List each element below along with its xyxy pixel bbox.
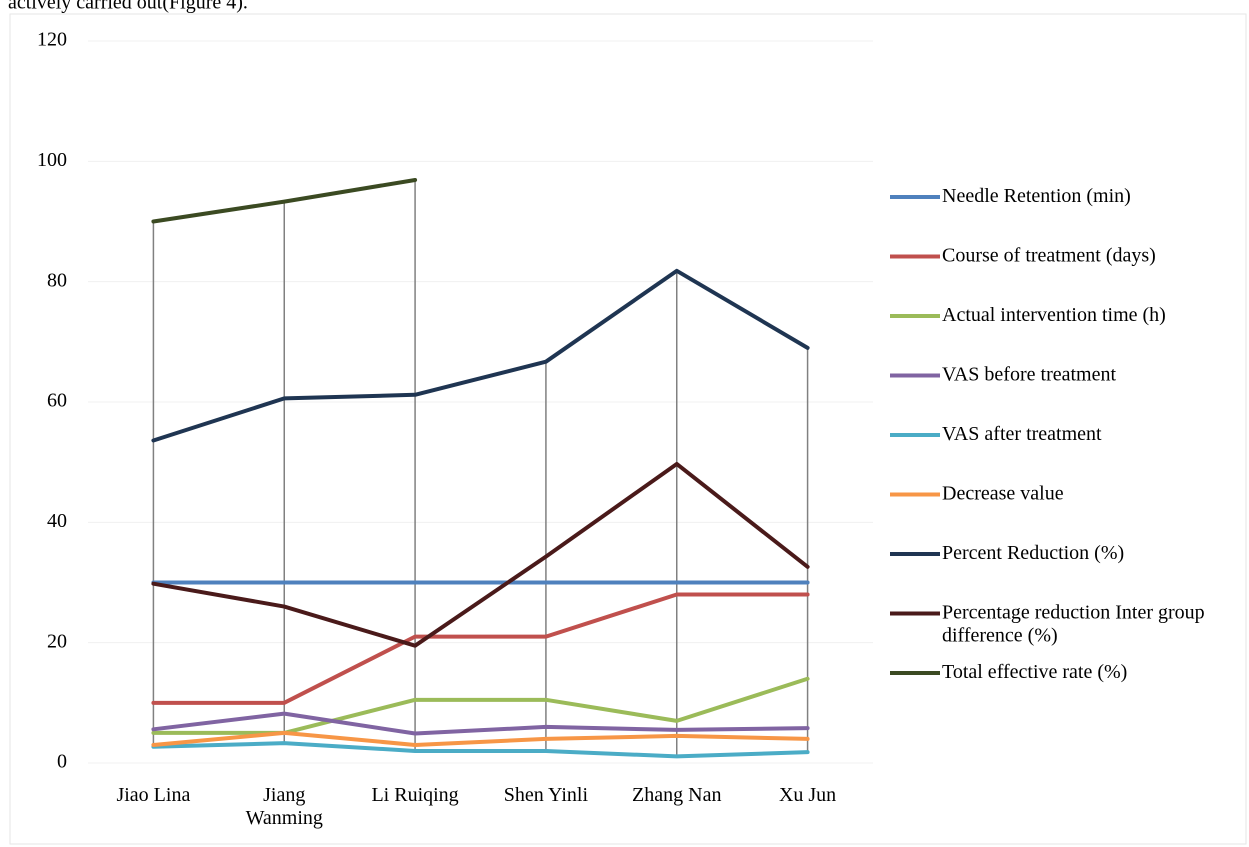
legend-label: Course of treatment (days) [942, 244, 1156, 266]
legend-label: Percentage reduction Inter group differen… [942, 601, 1205, 646]
x-tick-label: Zhang Nan [632, 784, 721, 806]
legend-label: Percent Reduction (%) [942, 542, 1124, 564]
legend-label: VAS after treatment [942, 423, 1102, 445]
y-tick-label: 0 [57, 751, 67, 773]
legend-label: Total effective rate (%) [942, 661, 1127, 683]
legend-label: Needle Retention (min) [942, 185, 1131, 207]
legend-label: Actual intervention time (h) [942, 304, 1166, 326]
series-line [151, 676, 810, 735]
y-tick-label: 100 [37, 149, 67, 171]
series-line [151, 730, 810, 747]
y-tick-label: 80 [47, 269, 67, 291]
x-tick-label: Shen Yinli [504, 784, 589, 806]
legend-label: Decrease value [942, 482, 1064, 504]
y-tick-label: 120 [37, 29, 67, 51]
y-tick-label: 40 [47, 510, 67, 532]
y-tick-label: 60 [47, 390, 67, 412]
series-line [151, 741, 810, 759]
chart-border [9, 13, 1247, 845]
series-line [151, 461, 810, 648]
legend-label: VAS before treatment [942, 363, 1116, 385]
series-line [151, 268, 810, 443]
x-tick-label: Jiao Lina [116, 784, 190, 806]
y-tick-label: 20 [47, 630, 67, 652]
series-line [151, 711, 810, 736]
x-tick-label: Li Ruiqing [371, 784, 458, 806]
annotation: actively carried out(Figure 4). [8, 0, 248, 14]
series-line [151, 177, 418, 224]
series-line [151, 592, 810, 705]
x-tick-label: Xu Jun [779, 784, 836, 806]
x-tick-label: Jiang Wanming [246, 784, 323, 829]
